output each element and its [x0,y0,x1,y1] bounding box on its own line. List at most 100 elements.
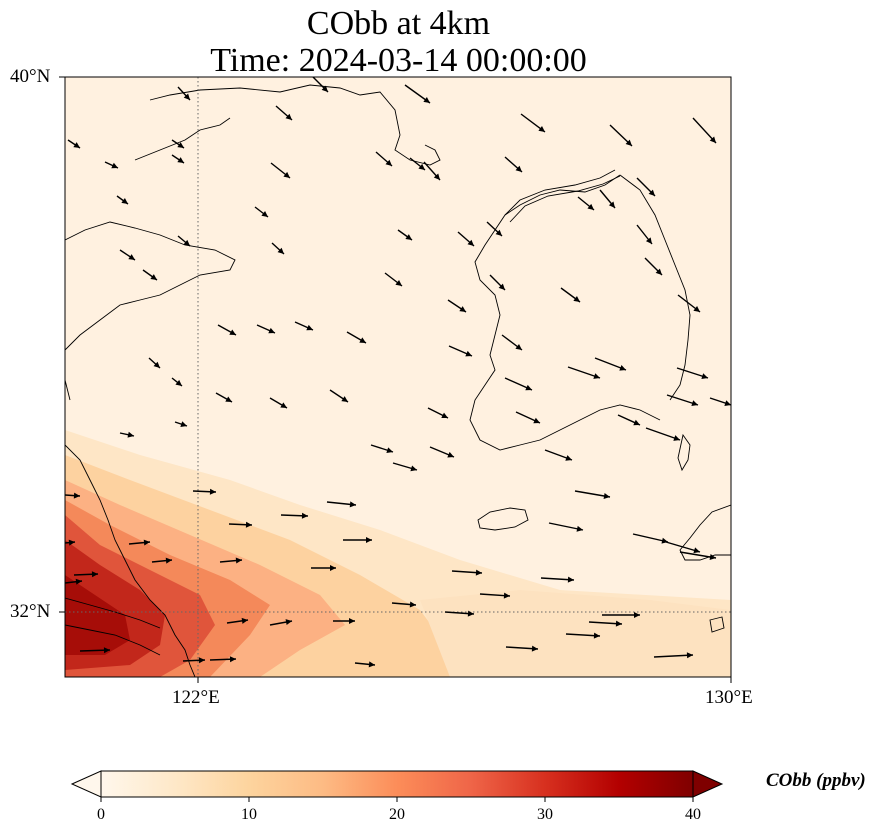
wind-arrow [370,444,394,454]
wind-arrow [501,334,523,351]
wind-arrow [171,139,185,149]
wind-arrow [515,411,541,424]
wind-arrow [567,366,601,379]
wind-arrow [209,656,237,663]
coastline-yangtze-south [65,624,161,656]
colorbar-gradient [100,770,694,798]
coastline-korea-west [469,174,661,451]
wind-arrow [280,512,309,519]
wind-arrow [444,610,475,617]
wind-arrow [636,177,656,197]
wind-arrow [182,657,206,664]
wind-arrow [392,462,418,472]
wind-arrow [577,196,595,211]
wind-arrow [574,490,611,499]
wind-arrow [104,161,119,169]
cb-label-30: 30 [537,806,553,823]
map-title: CObb at 4km [306,5,491,42]
wind-arrow [505,645,539,652]
wind-vectors [65,77,731,668]
coastline-liaodong [149,84,441,166]
wind-arrow [540,576,575,583]
map-subtitle-time: Time: 2024-03-14 00:00:00 [210,42,587,79]
wind-arrow [544,449,573,461]
wind-arrow [79,647,111,654]
wind-arrow [270,162,291,179]
wind-arrow [504,377,533,391]
wind-arrow [677,294,701,313]
wind-arrow [119,249,136,261]
wind-arrow [354,661,376,668]
wind-arrow [692,117,717,144]
lat-label-40n: 40°N [10,66,51,87]
colorbar-extend-min [70,770,102,798]
wind-arrow [116,195,129,205]
wind-arrow [326,501,357,508]
cb-label-0: 0 [97,806,105,823]
wind-arrow [375,151,393,167]
coastline-jeju [477,507,529,531]
wind-arrow [215,392,233,403]
coastline-bohai-west [65,221,236,351]
wind-arrow [177,235,191,247]
wind-arrow [171,154,185,164]
wind-arrow [269,619,293,626]
wind-arrow [174,421,188,427]
wind-arrow [548,522,584,532]
wind-arrow [644,257,663,276]
wind-arrow [486,221,503,237]
lon-label-130e: 130°E [705,687,753,708]
coastline-island-se [709,616,725,633]
wind-arrow [333,618,355,624]
wind-arrow [427,407,449,419]
wind-arrow [391,601,417,608]
wind-arrow [489,274,506,291]
wind-arrow [254,206,269,218]
wind-arrow [479,592,511,599]
wind-arrow [384,272,403,287]
lat-label-32n: 32°N [10,601,51,622]
wind-arrow [447,299,467,313]
coastline-bohai-north [134,117,231,161]
colorbar-label: CObb (ppbv) [766,770,866,791]
wind-arrow [217,324,237,336]
wind-arrow [709,397,731,406]
wind-arrow [565,632,601,639]
cb-label-40: 40 [685,806,701,823]
cobb-concentration-field [65,430,731,677]
wind-arrow [128,539,151,546]
wind-arrow [142,269,158,281]
wind-arrow [271,242,285,255]
wind-arrow [594,357,627,371]
wind-arrow [269,397,288,409]
wind-arrow [588,620,623,627]
wind-arrow [636,224,653,245]
coastlines [65,84,731,677]
wind-arrow [151,557,173,564]
wind-arrow [73,571,99,578]
wind-arrow [617,414,641,426]
wind-arrow [65,578,83,585]
wind-arrow [560,287,581,303]
cb-label-10: 10 [241,806,257,823]
coastline-korea-east [619,174,691,401]
wind-arrow [609,124,633,147]
wind-arrow [311,565,336,571]
wind-arrow [404,84,431,104]
lon-label-122e: 122°E [172,687,220,708]
wind-arrow [343,537,372,543]
wind-arrow [329,389,349,403]
wind-arrow [645,427,681,441]
wind-arrow [457,231,475,247]
wind-arrow [666,394,699,407]
gridlines [65,77,731,677]
wind-arrow [294,321,314,331]
wind-arrow [177,86,191,101]
wind-arrow [65,492,81,499]
wind-arrow [429,446,455,458]
wind-arrow [602,612,640,618]
wind-arrow [520,113,546,133]
wind-arrow [219,557,243,564]
coastline-korea-border [504,169,616,216]
